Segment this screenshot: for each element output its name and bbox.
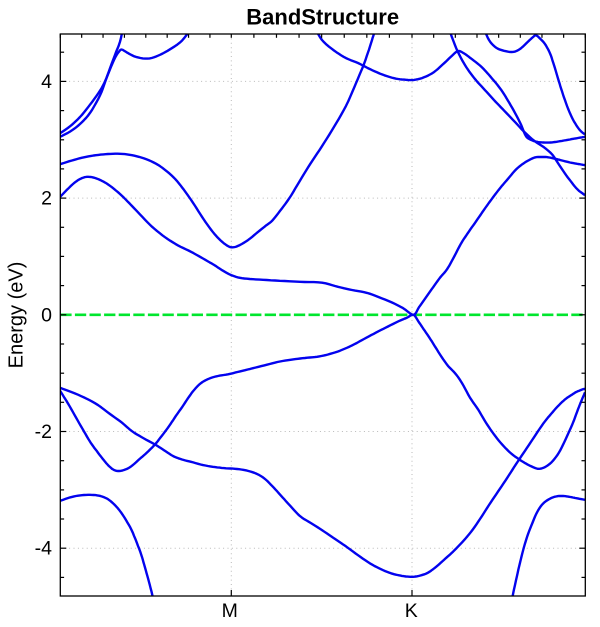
svg-text:2: 2 bbox=[41, 188, 52, 210]
svg-text:-4: -4 bbox=[35, 538, 52, 560]
svg-text:K: K bbox=[405, 600, 418, 622]
svg-text:4: 4 bbox=[41, 71, 52, 93]
svg-text:M: M bbox=[222, 600, 238, 622]
svg-text:0: 0 bbox=[41, 304, 52, 326]
svg-text:Energy (eV): Energy (eV) bbox=[6, 262, 28, 369]
svg-text:BandStructure: BandStructure bbox=[246, 5, 399, 30]
svg-text:-2: -2 bbox=[35, 421, 52, 443]
